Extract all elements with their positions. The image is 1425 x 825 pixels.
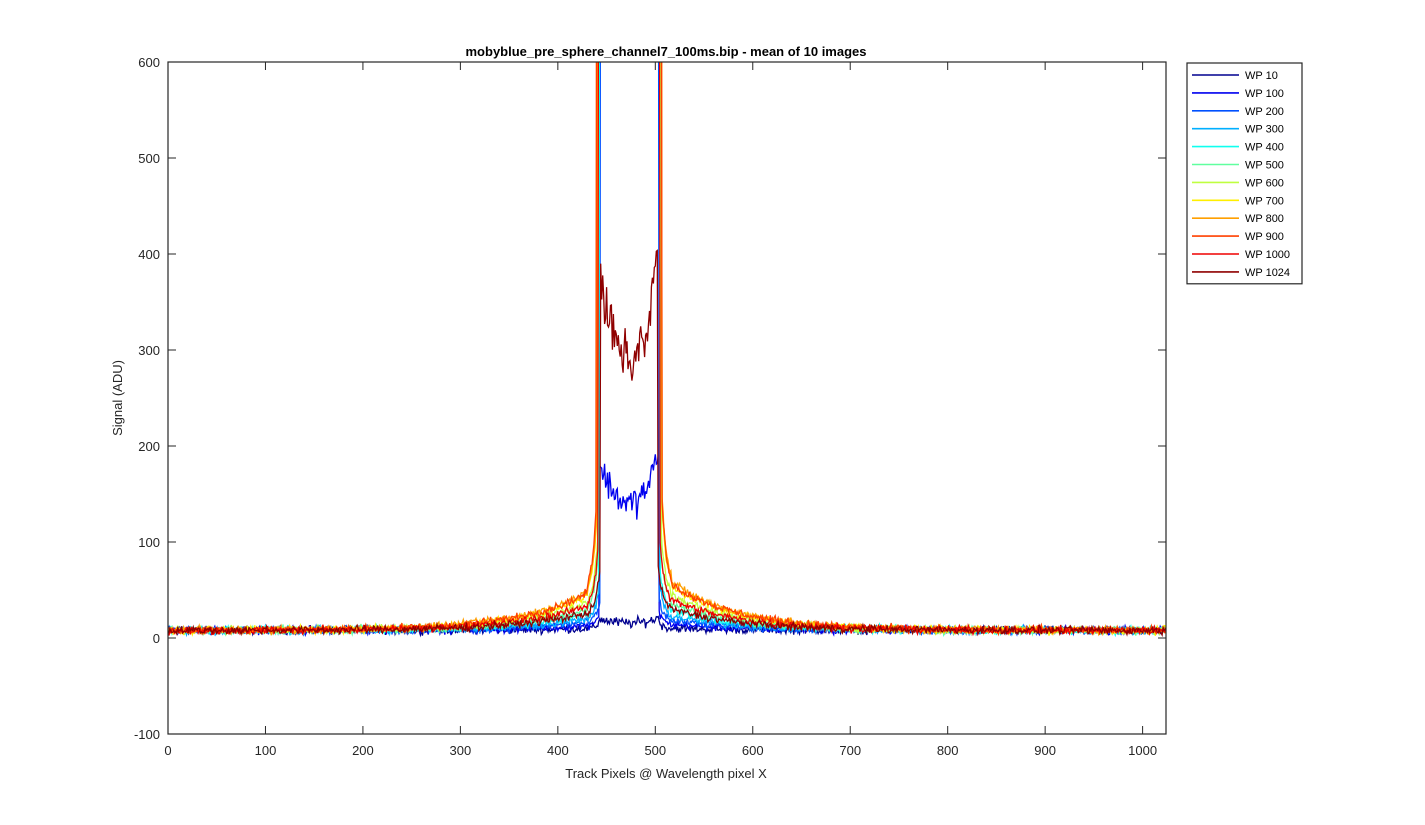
y-tick-label: 0 xyxy=(153,631,160,646)
legend-entry-label: WP 10 xyxy=(1245,70,1278,82)
y-tick-label: 200 xyxy=(138,439,160,454)
x-tick-label: 500 xyxy=(644,743,666,758)
legend-box xyxy=(1186,62,1303,285)
legend-entry-label: WP 400 xyxy=(1245,142,1284,154)
x-tick-label: 200 xyxy=(352,743,374,758)
legend: WP 10 WP 100 WP 200 WP 300 WP 400 WP 500 WP 60… xyxy=(1186,62,1303,285)
x-axis-label: Track Pixels @ Wavelength pixel X xyxy=(565,766,767,781)
y-axis-label: Signal (ADU) xyxy=(110,360,125,436)
x-tick-label: 800 xyxy=(937,743,959,758)
x-tick-label: 900 xyxy=(1034,743,1056,758)
legend-entry-label: WP 600 xyxy=(1245,177,1284,189)
x-tick-label: 100 xyxy=(255,743,277,758)
x-tick-label: 0 xyxy=(164,743,171,758)
x-tick-label: 600 xyxy=(742,743,764,758)
series-line-wp-1024 xyxy=(168,249,1166,638)
legend-entry-label: WP 100 xyxy=(1245,88,1284,100)
axes: 0 100 200 300 400 500 600 700 800 900 1000 -100 0 100… xyxy=(134,55,1167,758)
x-tick-label: 1000 xyxy=(1128,743,1157,758)
y-tick-label: 300 xyxy=(138,343,160,358)
y-tick-label: 600 xyxy=(138,55,160,70)
axes-box xyxy=(167,61,1167,735)
legend-entry-label: WP 900 xyxy=(1245,231,1284,243)
x-tick-label: 300 xyxy=(450,743,472,758)
legend-entry-label: WP 700 xyxy=(1245,195,1284,207)
chart-title: mobyblue_pre_sphere_channel7_100ms.bip -… xyxy=(466,44,867,59)
x-tick-label: 700 xyxy=(839,743,861,758)
y-tick-label: -100 xyxy=(134,727,160,742)
legend-entry-label: WP 1000 xyxy=(1245,249,1290,261)
x-tick-label: 400 xyxy=(547,743,569,758)
y-tick-label: 500 xyxy=(138,151,160,166)
legend-entry-label: WP 800 xyxy=(1245,213,1284,225)
y-tick-label: 400 xyxy=(138,247,160,262)
plot-area xyxy=(168,62,1166,638)
y-tick-label: 100 xyxy=(138,535,160,550)
legend-entry-label: WP 500 xyxy=(1245,160,1284,172)
legend-entry-label: WP 300 xyxy=(1245,124,1284,136)
legend-entry-label: WP 200 xyxy=(1245,106,1284,118)
legend-entry-label: WP 1024 xyxy=(1245,267,1290,279)
